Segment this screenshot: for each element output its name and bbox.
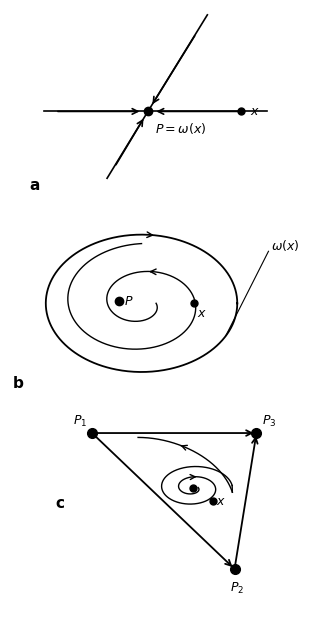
Text: $\bf{b}$: $\bf{b}$: [12, 374, 25, 391]
Text: $x$: $x$: [197, 306, 207, 319]
Text: $P=\omega(x)$: $P=\omega(x)$: [155, 121, 206, 136]
Text: $x$: $x$: [216, 495, 226, 508]
Text: $\bf{a}$: $\bf{a}$: [29, 178, 40, 193]
Text: $P_1$: $P_1$: [73, 413, 87, 428]
Text: $\bf{c}$: $\bf{c}$: [55, 496, 65, 511]
Text: $P$: $P$: [124, 295, 133, 308]
Text: $x$: $x$: [250, 105, 260, 118]
Text: $P_2$: $P_2$: [230, 581, 244, 596]
Text: $\omega(x)$: $\omega(x)$: [270, 238, 299, 253]
Text: $P_3$: $P_3$: [262, 413, 276, 428]
